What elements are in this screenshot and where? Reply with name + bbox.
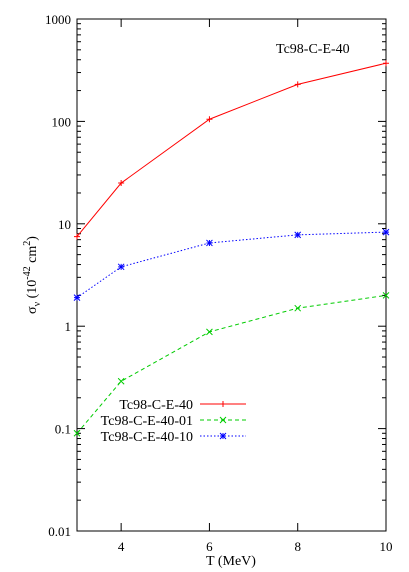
data-point <box>294 231 302 239</box>
legend-marker <box>219 432 227 440</box>
data-point <box>382 228 390 236</box>
legend-marker <box>219 416 227 424</box>
y-axis-label: σν (10-42 cm2) <box>22 236 43 314</box>
y-axis-label-nu: ν <box>32 301 43 306</box>
y-axis-label-close: ) <box>25 236 40 241</box>
y-tick-label: 1000 <box>45 12 71 27</box>
y-axis-label-sq: 2 <box>22 241 33 246</box>
series-2 <box>73 292 390 437</box>
x-tick-label: 4 <box>118 539 125 554</box>
data-point <box>206 239 213 247</box>
data-point <box>74 233 80 240</box>
y-tick-label: 10 <box>58 217 71 232</box>
data-point <box>117 377 125 385</box>
y-axis-label-exp: -42 <box>22 266 33 279</box>
y-tick-label: 0.1 <box>55 422 71 437</box>
x-axis-label: T (MeV) <box>206 554 256 569</box>
data-point <box>294 81 301 88</box>
series-group <box>73 60 390 437</box>
y-axis-label-sigma: σ <box>25 306 40 314</box>
legend-marker <box>220 401 226 407</box>
data-point <box>294 304 302 312</box>
y-tick-label: 0.01 <box>48 524 71 539</box>
x-tick-label: 6 <box>206 539 213 554</box>
data-point <box>117 263 125 271</box>
y-tick-label: 1 <box>65 319 72 334</box>
y-axis-label-open: (10 <box>25 280 40 302</box>
series-1 <box>74 60 389 240</box>
data-point <box>382 292 390 299</box>
series-line <box>76 62 387 237</box>
y-axis-label-unit: cm <box>25 246 40 267</box>
data-point <box>206 328 213 336</box>
axis-ticks: 0.01 0.1 1 10 100 1000 4 6 8 10 <box>45 12 393 554</box>
series-3 <box>73 228 390 302</box>
legend-label: Tc98-C-E-40 <box>119 398 193 413</box>
x-tick-label: 10 <box>380 539 393 554</box>
x-tick-label: 8 <box>294 539 301 554</box>
legend-label: Tc98-C-E-40-01 <box>101 414 193 429</box>
data-point <box>73 294 81 302</box>
y-tick-label: 100 <box>52 114 72 129</box>
plot-frame <box>76 18 387 532</box>
series-line <box>76 231 387 299</box>
data-point <box>383 60 389 67</box>
data-point <box>206 116 213 123</box>
legend-label: Tc98-C-E-40-10 <box>101 430 193 445</box>
chart-title: Tc98-C-E-40 <box>276 42 350 57</box>
data-point <box>118 180 125 187</box>
data-point <box>73 429 81 437</box>
